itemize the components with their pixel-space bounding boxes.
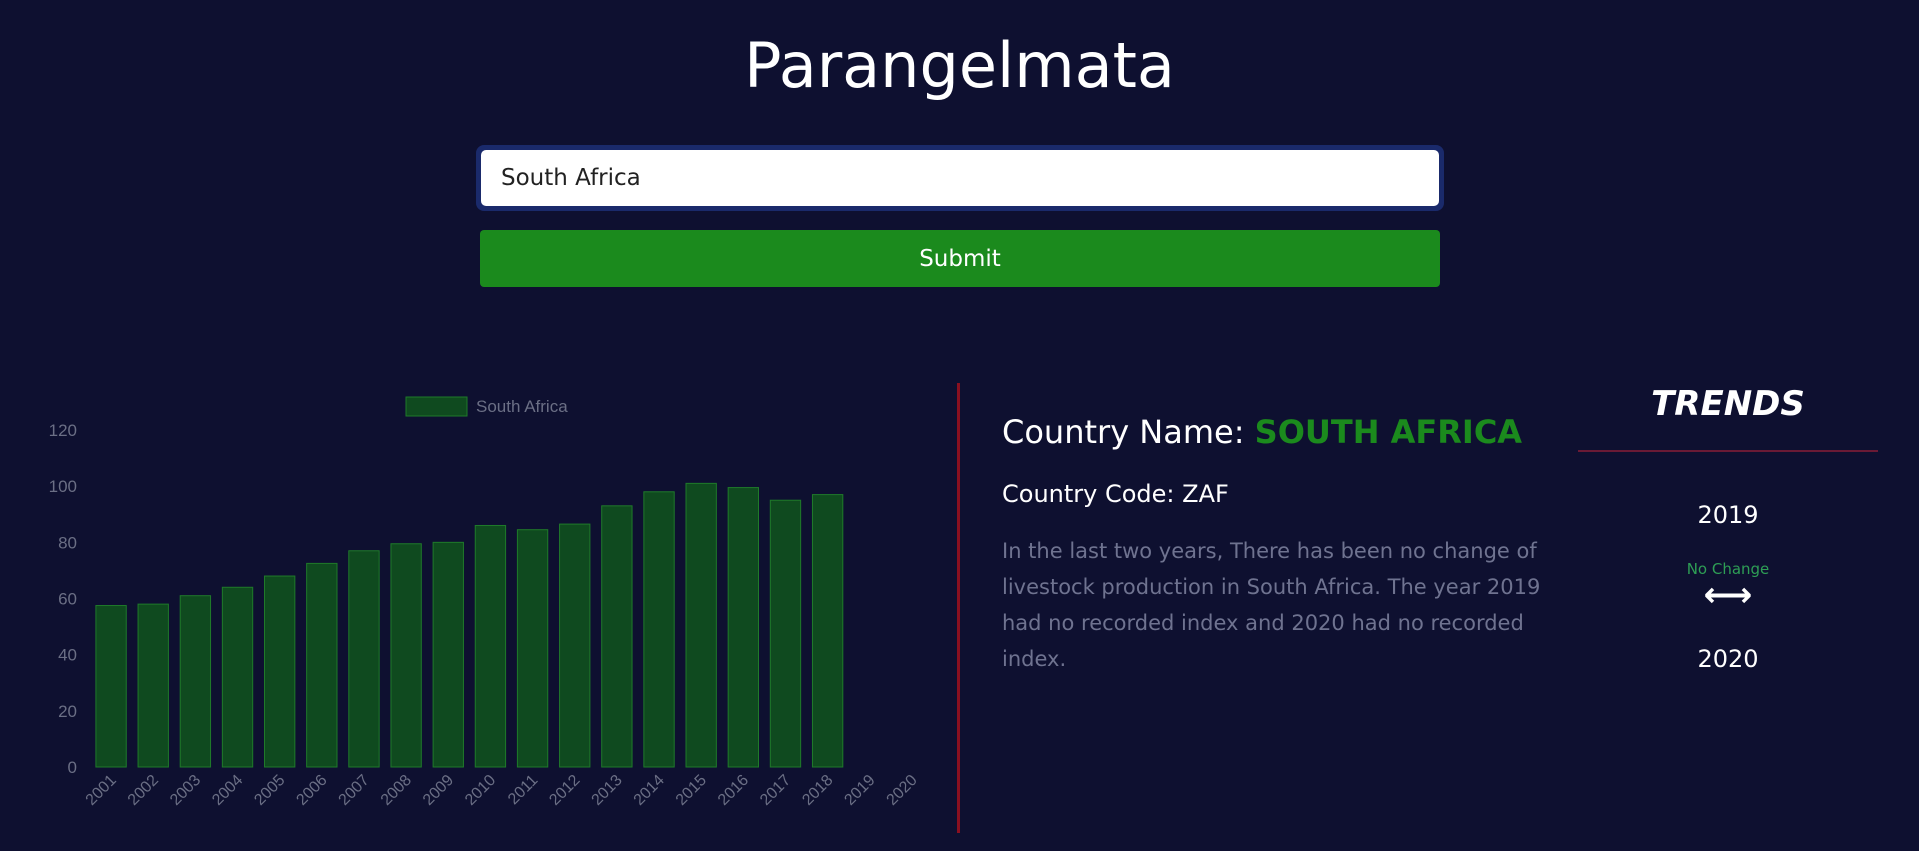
x-tick-label: 2019 [841,772,878,809]
trends-divider [1578,450,1878,452]
country-name-label: Country Name: [1002,413,1245,451]
trends-title: TRENDS [1651,384,1805,424]
app-title: Parangelmata [744,29,1175,102]
x-tick-label: 2018 [799,772,836,809]
country-search-input[interactable] [481,150,1439,206]
bar-2006[interactable] [306,562,338,768]
bar-2012[interactable] [559,523,591,768]
chart-area: South Africa 0 20 40 60 80 100 120 2001 2002 200… [0,380,950,847]
y-tick-label: 20 [58,702,77,721]
legend-swatch [405,396,468,417]
bar-2001[interactable] [95,605,127,768]
submit-button[interactable]: Submit [480,230,1440,287]
country-name-line: Country Name: SOUTH AFRICA [1002,405,1542,459]
y-tick-label: 0 [68,758,77,777]
bar-2010[interactable] [474,524,507,768]
x-tick-label: 2006 [293,772,330,809]
y-tick-label: 40 [58,646,77,665]
bar-2004[interactable] [221,586,254,768]
x-tick-label: 2012 [546,772,583,809]
x-tick-label: 2015 [673,772,710,809]
bar-2005[interactable] [264,575,296,768]
y-axis: 0 20 40 60 80 100 120 [49,421,77,777]
bar-2009[interactable] [432,541,464,768]
x-tick-label: 2010 [462,772,499,809]
x-tick-label: 2016 [715,772,752,809]
x-tick-label: 2003 [167,772,204,809]
x-tick-label: 2020 [884,772,921,809]
country-code-value: ZAF [1182,480,1229,508]
x-tick-label: 2013 [589,772,626,809]
bar-2007[interactable] [348,550,380,768]
bar-2018[interactable] [811,494,844,768]
trend-description: In the last two years, There has been no… [1002,539,1541,671]
bars [95,482,844,768]
y-tick-label: 100 [49,477,77,496]
y-tick-label: 120 [49,421,77,440]
x-tick-label: 2004 [209,772,246,809]
bar-2015[interactable] [685,482,717,768]
section-divider [957,383,960,833]
trend-year-start: 2019 [1697,501,1759,529]
x-tick-label: 2005 [251,772,288,809]
x-tick-label: 2014 [631,772,668,809]
x-axis: 2001 2002 2003 2004 2005 2006 2007 2008 2009 2010… [83,772,921,809]
chart-legend[interactable]: South Africa [405,396,568,417]
trend-year-end: 2020 [1697,645,1759,673]
bar-2008[interactable] [390,543,422,768]
bar-2011[interactable] [516,529,549,768]
country-code-label: Country Code: [1002,480,1175,508]
bar-2013[interactable] [601,505,633,768]
trends-panel: TRENDS 2019 No Change ⟷ 2020 [1578,380,1878,700]
country-name-value: SOUTH AFRICA [1254,413,1523,451]
y-tick-label: 60 [58,590,77,609]
bar-2016[interactable] [727,487,759,768]
bar-2003[interactable] [179,595,212,768]
search-input-focus-ring [476,145,1444,211]
bar-2002[interactable] [137,603,169,768]
x-tick-label: 2001 [83,772,120,809]
x-tick-label: 2007 [336,772,373,809]
left-right-arrow-icon: ⟷ [1703,575,1753,615]
y-tick-label: 80 [58,533,77,552]
country-info-panel: Country Name: SOUTH AFRICA Country Code:… [1002,405,1542,677]
trend-change-label: No Change [1686,560,1770,578]
legend-label: South Africa [476,397,568,416]
x-tick-label: 2011 [505,772,541,808]
x-tick-label: 2002 [125,772,162,809]
x-tick-label: 2017 [757,772,794,809]
x-tick-label: 2009 [420,772,457,809]
bar-2014[interactable] [643,491,675,768]
x-tick-label: 2008 [378,772,415,809]
country-code-line: Country Code: ZAF [1002,477,1542,511]
bar-2017[interactable] [769,499,802,768]
